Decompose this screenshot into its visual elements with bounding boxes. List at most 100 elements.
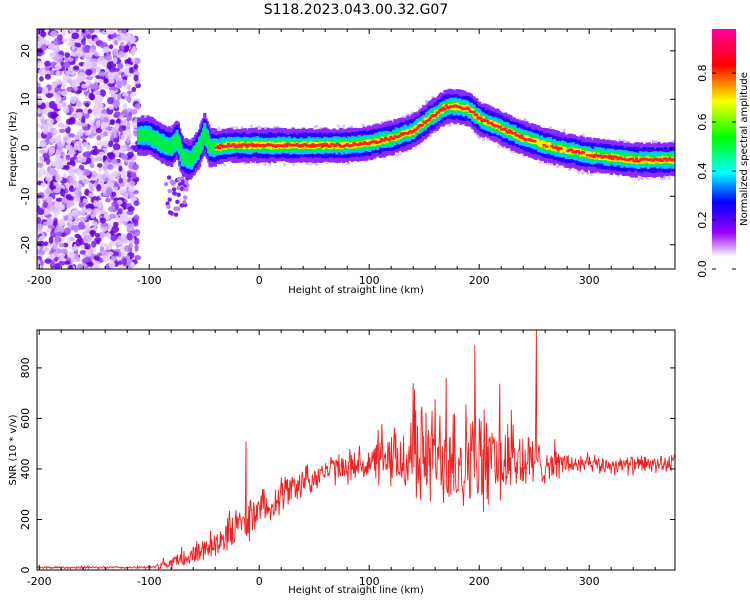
- ridge-halo-point: [398, 152, 402, 156]
- noise-point: [75, 238, 82, 247]
- noise-point: [58, 164, 64, 169]
- noise-point: [120, 35, 128, 40]
- noise-point: [102, 46, 110, 54]
- noise-point: [40, 182, 47, 188]
- spectrogram-xtick-label: -200: [27, 274, 52, 287]
- ridge-segment: [304, 143, 309, 146]
- noise-point: [38, 68, 44, 76]
- ridge-segment: [215, 146, 219, 149]
- noise-point: [133, 74, 139, 82]
- noise-point: [45, 174, 53, 182]
- noise-point: [41, 125, 49, 133]
- ridge-segment: [579, 152, 583, 155]
- noise-point: [104, 198, 111, 203]
- ridge-halo-point: [581, 171, 585, 175]
- noise-point: [48, 146, 56, 155]
- noise-point: [176, 176, 182, 182]
- ridge-segment: [216, 145, 220, 148]
- noise-point: [132, 163, 139, 171]
- noise-point: [94, 232, 101, 238]
- noise-point: [39, 155, 45, 164]
- spectrogram-xtick-label: -100: [137, 274, 162, 287]
- noise-point: [39, 38, 47, 44]
- spectrogram-ytick-label: -10: [19, 187, 32, 205]
- noise-point: [124, 244, 132, 252]
- ridge-segment: [406, 132, 410, 135]
- noise-point: [86, 34, 92, 40]
- noise-point: [134, 255, 142, 261]
- colorbar-bar: [712, 29, 736, 269]
- noise-point: [129, 92, 137, 97]
- noise-point: [179, 186, 185, 192]
- noise-point: [179, 203, 184, 208]
- noise-point: [59, 128, 66, 134]
- noise-point: [78, 221, 85, 230]
- noise-point: [104, 232, 112, 239]
- noise-point: [134, 243, 139, 252]
- noise-point: [85, 68, 93, 76]
- ridge-halo-point: [410, 111, 414, 115]
- noise-point: [105, 53, 112, 61]
- noise-point: [101, 186, 108, 194]
- noise-point: [81, 83, 88, 89]
- noise-point: [44, 209, 52, 215]
- noise-point: [37, 122, 40, 128]
- ridge-segment: [378, 140, 382, 143]
- noise-point: [54, 63, 62, 70]
- noise-point: [62, 62, 71, 68]
- ridge-segment: [633, 160, 637, 163]
- noise-point: [113, 143, 121, 151]
- noise-point: [40, 30, 47, 38]
- noise-point: [94, 90, 101, 96]
- noise-point: [37, 216, 42, 224]
- ridge-segment: [320, 145, 324, 148]
- noise-point: [134, 231, 141, 237]
- ridge-segment: [229, 144, 233, 148]
- noise-point: [50, 259, 56, 267]
- spectrogram-xtick-label: 200: [469, 274, 490, 287]
- noise-point: [63, 215, 69, 221]
- noise-point: [37, 131, 42, 140]
- noise-point: [113, 221, 119, 227]
- noise-point: [61, 29, 66, 37]
- noise-point: [107, 222, 113, 231]
- ridge-segment: [328, 145, 332, 148]
- noise-point: [52, 46, 58, 53]
- noise-point: [93, 200, 98, 207]
- noise-point: [65, 144, 73, 150]
- spectrogram-xtick-label: 0: [256, 274, 263, 287]
- ridge-segment: [673, 158, 675, 161]
- ridge-segment: [586, 154, 590, 157]
- noise-point: [100, 222, 108, 228]
- ridge-halo-point: [477, 136, 482, 140]
- noise-point: [117, 208, 123, 215]
- noise-point: [56, 90, 63, 95]
- spectrogram-ylabel: Frequency (Hz): [8, 111, 19, 187]
- noise-point: [66, 237, 72, 244]
- noise-point: [120, 144, 128, 153]
- noise-point: [100, 30, 108, 35]
- noise-point: [83, 107, 89, 115]
- noise-point: [121, 202, 128, 210]
- noise-point: [37, 259, 41, 266]
- noise-point: [71, 45, 76, 51]
- noise-point: [42, 221, 51, 226]
- noise-point: [37, 86, 43, 93]
- noise-point: [57, 141, 63, 149]
- ridge-segment: [440, 109, 444, 112]
- noise-point: [54, 79, 62, 86]
- noise-point: [44, 228, 52, 233]
- ridge-halo-point: [497, 144, 501, 148]
- noise-point: [103, 214, 111, 220]
- noise-point: [55, 149, 60, 155]
- noise-point: [90, 129, 96, 135]
- ridge-segment: [389, 135, 393, 139]
- ridge-segment: [361, 142, 365, 146]
- noise-point: [61, 101, 67, 108]
- ridge-halo-point: [395, 153, 399, 157]
- noise-point: [37, 249, 44, 255]
- noise-point: [135, 83, 141, 89]
- snr-xtick-label: 300: [579, 575, 600, 588]
- snr-ylabel: SNR (10 * v/v): [8, 414, 19, 485]
- noise-point: [59, 188, 66, 197]
